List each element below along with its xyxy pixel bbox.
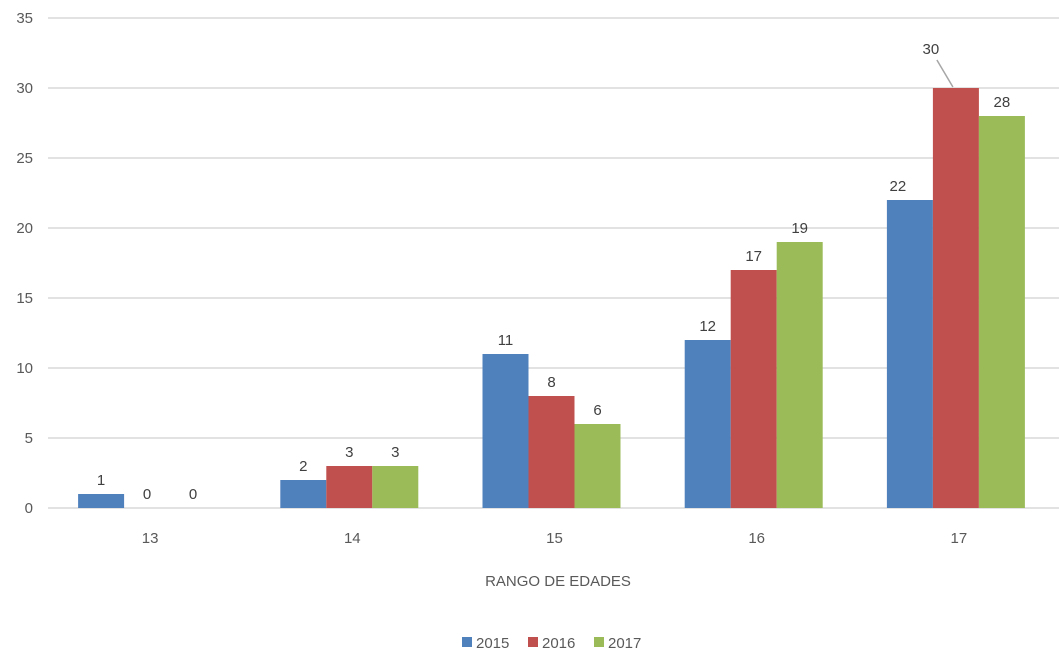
data-label-2016-17: 30: [923, 41, 940, 58]
data-labels: 1 0 0 2 3 3 11 8 6 12 17 19 22 30 28: [97, 41, 1010, 503]
data-label-2015-16: 12: [699, 318, 716, 335]
x-tick-label: 14: [344, 530, 361, 547]
y-tick-label: 30: [16, 80, 33, 97]
data-label-2015-13: 1: [97, 472, 105, 489]
legend-swatch-2017: [594, 637, 604, 647]
y-tick-label: 25: [16, 150, 33, 167]
bar-2015-17: [886, 200, 933, 508]
legend: 2015 2016 2017: [462, 635, 641, 652]
bars: [78, 88, 1025, 508]
data-label-2015-17: 22: [890, 178, 907, 195]
x-tick-label: 15: [546, 530, 563, 547]
bar-2015-16: [684, 340, 731, 508]
data-label-2016-13: 0: [143, 486, 151, 503]
y-tick-label: 35: [16, 10, 33, 27]
legend-swatch-2015: [462, 637, 472, 647]
x-axis: 13 14 15 16 17: [142, 530, 967, 547]
data-label-2017-16: 19: [791, 220, 808, 237]
bar-2015-13: [78, 494, 125, 508]
y-tick-label: 10: [16, 360, 33, 377]
bar-2016-14: [326, 466, 373, 508]
y-tick-label: 20: [16, 220, 33, 237]
bar-2016-17: [932, 88, 979, 508]
legend-swatch-2016: [528, 637, 538, 647]
legend-label-2015: 2015: [476, 635, 509, 652]
y-tick-label: 5: [25, 430, 33, 447]
bar-2017-15: [574, 424, 621, 508]
data-label-2017-17: 28: [994, 94, 1011, 111]
bar-2015-15: [482, 354, 529, 508]
data-label-2016-15: 8: [547, 374, 555, 391]
gridlines: [48, 17, 1059, 509]
y-tick-label: 0: [25, 500, 33, 517]
legend-label-2016: 2016: [542, 635, 575, 652]
data-label-leader-line: [936, 59, 954, 88]
data-label-2016-16: 17: [745, 248, 762, 265]
bar-2016-15: [528, 396, 575, 508]
x-tick-label: 13: [142, 530, 159, 547]
bar-2017-16: [776, 242, 823, 508]
bar-2016-16: [730, 270, 777, 508]
data-label-2017-13: 0: [189, 486, 197, 503]
bar-2017-17: [978, 116, 1025, 508]
legend-label-2017: 2017: [608, 635, 641, 652]
bar-2015-14: [280, 480, 327, 508]
data-label-2015-14: 2: [299, 458, 307, 475]
data-label-2015-15: 11: [498, 332, 514, 349]
x-axis-title: RANGO DE EDADES: [485, 573, 631, 590]
data-label-2017-14: 3: [391, 444, 399, 461]
bar-2017-14: [372, 466, 419, 508]
data-label-2017-15: 6: [593, 402, 601, 419]
y-tick-label: 15: [16, 290, 33, 307]
data-label-2016-14: 3: [345, 444, 353, 461]
x-tick-label: 17: [951, 530, 968, 547]
x-tick-label: 16: [748, 530, 765, 547]
y-axis: 0 5 10 15 20 25 30 35: [16, 10, 33, 517]
